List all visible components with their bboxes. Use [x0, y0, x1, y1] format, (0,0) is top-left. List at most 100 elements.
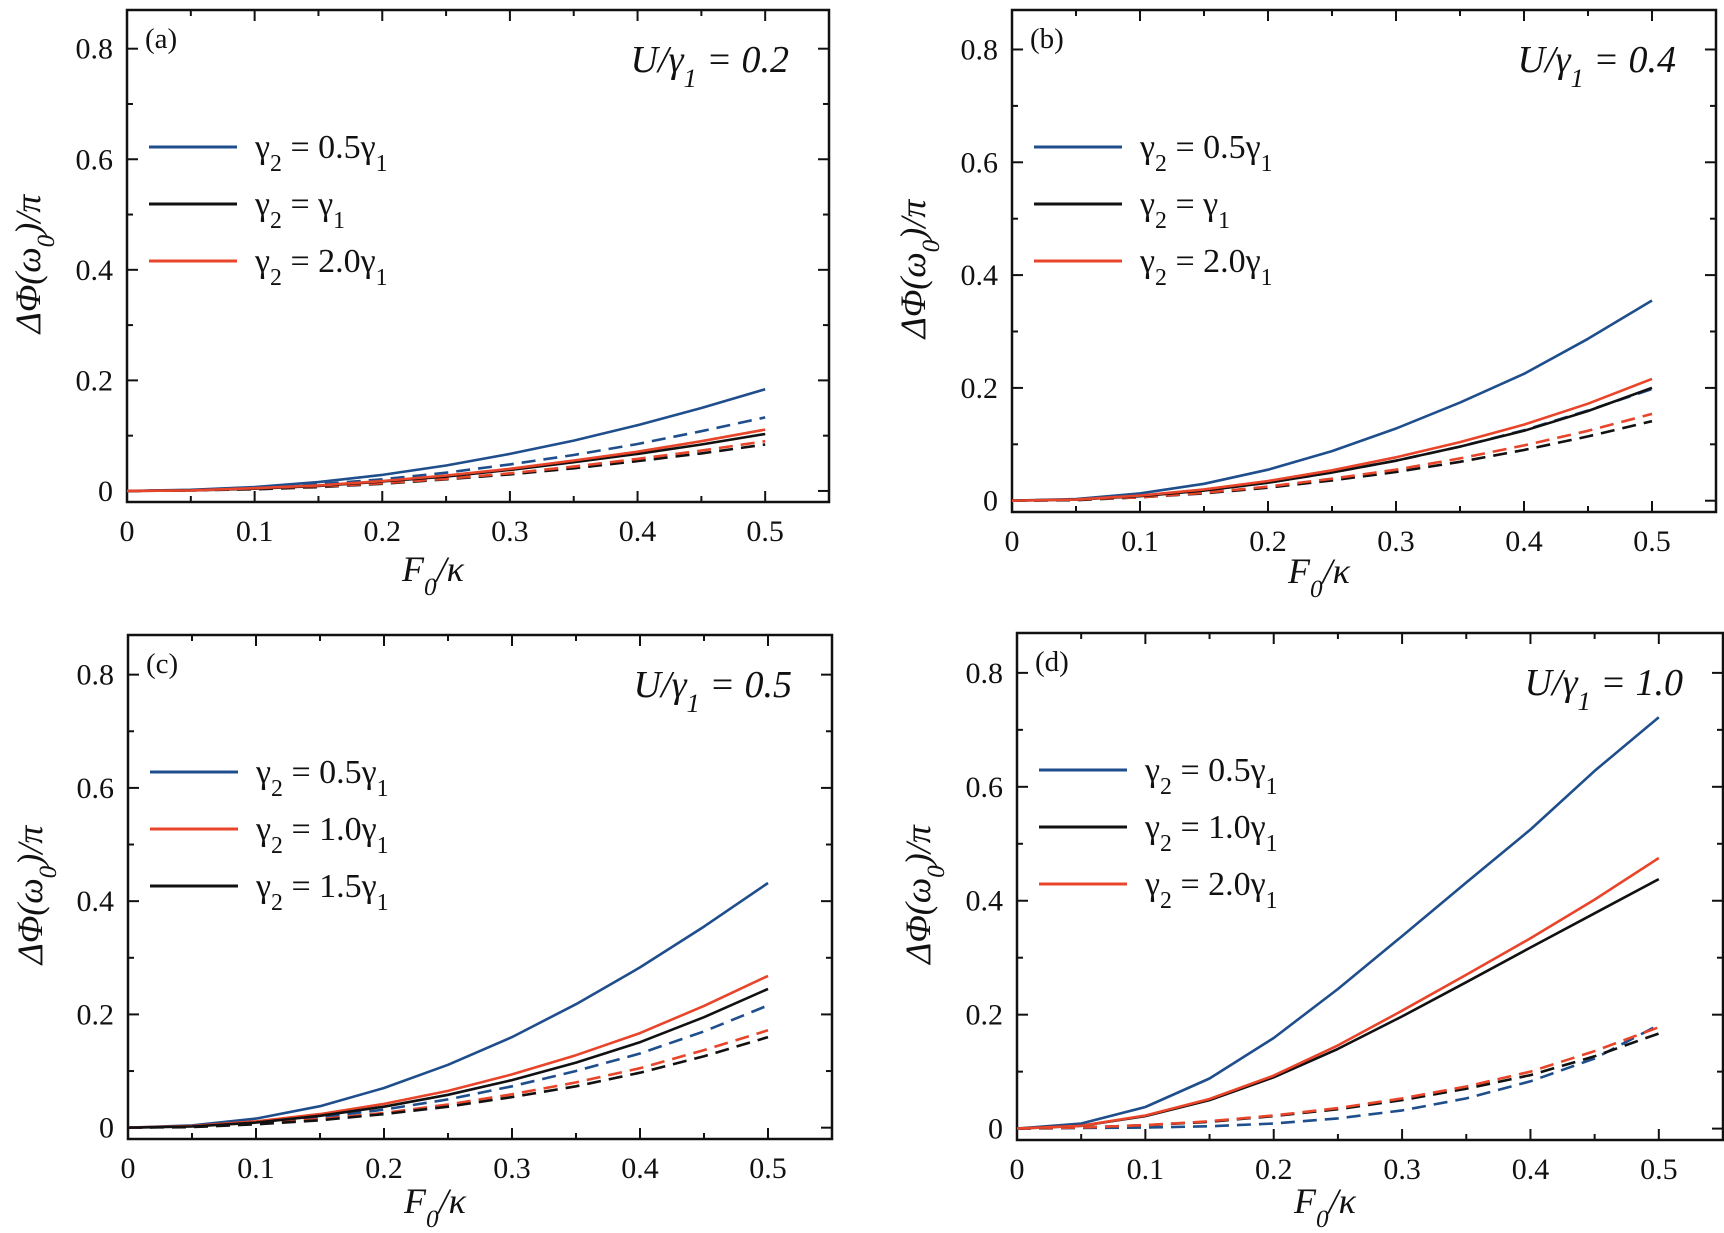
x-tick-label: 0.1	[1121, 525, 1159, 558]
y-axis-label: ΔΦ(ω0)/π	[898, 824, 950, 966]
legend-entry: γ2 = 1.0γ1	[255, 811, 389, 859]
solid-series-red	[1011, 377, 1653, 502]
x-tick-label: 0.4	[1512, 1153, 1550, 1186]
x-tick-label: 0.3	[491, 515, 529, 548]
legend-entry: γ2 = 0.5γ1	[254, 129, 388, 177]
y-tick-label: 0.8	[961, 33, 999, 66]
legend-entry: γ2 = 2.0γ1	[254, 243, 388, 291]
legend: γ2 = 0.5γ1 γ2 = 1.0γ1 γ2 = 1.5γ1	[150, 754, 389, 916]
x-tick-label: 0.5	[1640, 1153, 1678, 1186]
parameter-annotation: U/γ1 = 1.0	[1525, 662, 1683, 716]
parameter-annotation: U/γ1 = 0.5	[634, 664, 792, 718]
x-tick-label: 0.5	[1633, 525, 1671, 558]
dashed-series-red	[1016, 1025, 1660, 1130]
legend-entry: γ2 = γ1	[1139, 186, 1230, 234]
x-tick-label: 0	[1010, 1153, 1025, 1186]
y-tick-label: 0.4	[961, 259, 999, 292]
plot-frame	[125, 8, 831, 504]
x-tick-label: 0.4	[621, 1152, 659, 1185]
x-tick-label: 0.3	[1383, 1153, 1421, 1186]
y-tick-label: 0.4	[77, 885, 115, 918]
y-tick-label: 0	[98, 475, 113, 508]
x-axis-label: F0/κ	[1293, 1181, 1357, 1233]
y-tick-label: 0.8	[76, 33, 114, 66]
parameter-annotation: U/γ1 = 0.4	[1518, 39, 1676, 93]
x-tick-label: 0	[121, 1152, 136, 1185]
dashed-series-blue	[1016, 1023, 1660, 1130]
x-tick-label: 0	[120, 515, 135, 548]
legend: γ2 = 0.5γ1 γ2 = 1.0γ1 γ2 = 2.0γ1	[1039, 752, 1278, 914]
parameter-annotation: U/γ1 = 0.2	[631, 39, 789, 93]
solid-series-black	[127, 987, 769, 1129]
x-axis-label: F0/κ	[403, 1181, 467, 1233]
y-tick-label: 0.6	[966, 771, 1004, 804]
solid-series-blue	[1011, 299, 1653, 502]
y-axis-label: ΔΦ(ω0)/π	[8, 194, 60, 336]
x-tick-label: 0.5	[749, 1152, 787, 1185]
panel-c: 0 0.1 0.2 0.3 0.4 0.5 0 0.2 0.4 0.6 0.8 F0/κ ΔΦ(ω0)/…	[10, 633, 834, 1233]
x-axis-label: F0/κ	[401, 549, 465, 601]
x-tick-label: 0.2	[364, 515, 402, 548]
y-tick-label: 0	[99, 1112, 114, 1145]
x-tick-label: 0.3	[1377, 525, 1415, 558]
legend: γ2 = 0.5γ1 γ2 = γ1 γ2 = 2.0γ1	[1034, 129, 1273, 291]
x-tick-label: 0.1	[1127, 1153, 1165, 1186]
x-tick-label: 0.3	[493, 1152, 531, 1185]
legend-entry: γ2 = 2.0γ1	[1139, 243, 1273, 291]
dashed-series-black	[1011, 419, 1653, 502]
y-tick-label: 0.6	[76, 143, 114, 176]
dashed-series-red	[126, 439, 766, 493]
panel-letter-label: (c)	[146, 648, 178, 680]
panel-letter-label: (d)	[1035, 646, 1069, 678]
y-tick-label: 0.8	[966, 657, 1004, 690]
y-tick-label: 0.2	[961, 372, 999, 405]
x-tick-label: 0	[1005, 525, 1020, 558]
plot-frame	[126, 633, 834, 1141]
legend-entry: γ2 = 2.0γ1	[1144, 866, 1278, 914]
solid-series-red	[1016, 856, 1660, 1130]
legend-entry: γ2 = 0.5γ1	[1144, 752, 1278, 800]
dashed-series-black	[127, 1035, 769, 1129]
plot-frame	[1010, 8, 1718, 514]
y-tick-label: 0.4	[76, 254, 114, 287]
solid-series-red	[126, 428, 766, 493]
legend-entry: γ2 = 0.5γ1	[255, 754, 389, 802]
solid-series-blue	[127, 881, 769, 1129]
x-tick-label: 0.2	[1249, 525, 1287, 558]
legend-entry: γ2 = 0.5γ1	[1139, 129, 1273, 177]
panel-b: 0 0.1 0.2 0.3 0.4 0.5 0 0.2 0.4 0.6 0.8 F0/κ ΔΦ(ω0)/…	[893, 8, 1718, 603]
x-tick-label: 0.4	[1505, 525, 1543, 558]
legend-entry: γ2 = 1.0γ1	[1144, 809, 1278, 857]
y-tick-label: 0.2	[76, 364, 114, 397]
panel-d: 0 0.1 0.2 0.3 0.4 0.5 0 0.2 0.4 0.6 0.8 F0/κ ΔΦ(ω0)/…	[898, 631, 1724, 1233]
panel-letter-label: (b)	[1030, 23, 1064, 55]
dashed-series-red	[127, 1029, 769, 1129]
legend-entry: γ2 = 1.5γ1	[255, 868, 389, 916]
x-tick-label: 0.2	[365, 1152, 403, 1185]
y-axis-label: ΔΦ(ω0)/π	[10, 825, 62, 967]
y-tick-label: 0.6	[77, 772, 115, 805]
y-tick-label: 0	[988, 1113, 1003, 1146]
x-tick-label: 0.1	[236, 515, 274, 548]
x-tick-label: 0.2	[1255, 1153, 1293, 1186]
panel-letter-label: (a)	[145, 23, 177, 55]
legend: γ2 = 0.5γ1 γ2 = γ1 γ2 = 2.0γ1	[149, 129, 388, 291]
y-tick-label: 0.6	[961, 146, 999, 179]
panel-a: 0 0.1 0.2 0.3 0.4 0.5 0 0.2 0.4 0.6 0.8 F0/κ ΔΦ(ω0)/…	[8, 8, 831, 601]
y-tick-label: 0.2	[966, 999, 1004, 1032]
y-tick-label: 0	[983, 485, 998, 518]
dashed-series-red	[1011, 412, 1653, 502]
x-tick-label: 0.4	[619, 515, 657, 548]
x-tick-label: 0.5	[746, 515, 784, 548]
y-tick-label: 0.4	[966, 885, 1004, 918]
plot-frame	[1015, 631, 1724, 1142]
y-axis-label: ΔΦ(ω0)/π	[893, 199, 945, 341]
solid-series-blue	[1016, 716, 1660, 1130]
x-axis-label: F0/κ	[1287, 551, 1351, 603]
y-tick-label: 0.8	[77, 659, 115, 692]
y-tick-label: 0.2	[77, 998, 115, 1031]
x-tick-label: 0.1	[237, 1152, 275, 1185]
dashed-series-blue	[127, 1004, 769, 1129]
